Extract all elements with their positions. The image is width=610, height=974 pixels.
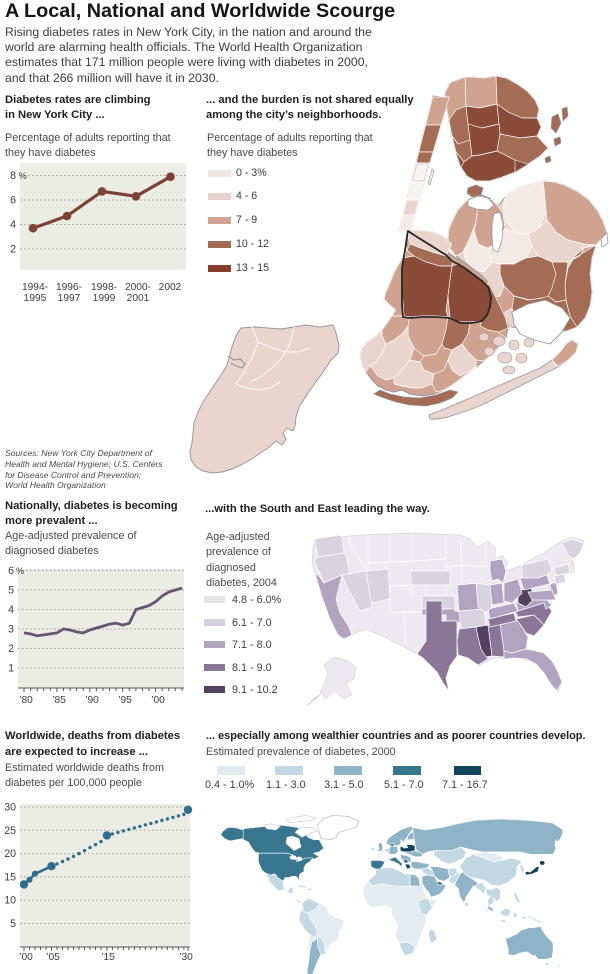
svg-text:20: 20 xyxy=(4,848,16,860)
svg-text:6: 6 xyxy=(8,565,14,577)
svg-text:5: 5 xyxy=(10,918,16,930)
svg-text:25: 25 xyxy=(4,825,16,837)
svg-text:1994-: 1994- xyxy=(22,282,48,293)
svg-text:4: 4 xyxy=(10,219,16,231)
svg-text:1996-: 1996- xyxy=(56,282,82,293)
svg-text:1997: 1997 xyxy=(58,293,81,304)
svg-text:’80: ’80 xyxy=(19,695,33,706)
svg-text:6: 6 xyxy=(10,195,16,207)
svg-text:1: 1 xyxy=(8,663,14,675)
svg-text:2: 2 xyxy=(8,643,14,655)
svg-text:2: 2 xyxy=(10,244,16,256)
svg-text:’30: ’30 xyxy=(179,952,193,963)
svg-text:2000-: 2000- xyxy=(125,282,151,293)
svg-text:15: 15 xyxy=(4,871,16,883)
svg-text:2001: 2001 xyxy=(127,293,150,304)
svg-text:’00: ’00 xyxy=(19,952,33,963)
svg-text:%: % xyxy=(16,566,24,576)
svg-text:’00: ’00 xyxy=(151,695,165,706)
svg-text:8: 8 xyxy=(10,170,16,182)
svg-text:%: % xyxy=(19,171,27,181)
svg-text:1995: 1995 xyxy=(24,293,47,304)
svg-text:1999: 1999 xyxy=(93,293,116,304)
svg-text:1998-: 1998- xyxy=(91,282,117,293)
svg-text:2002: 2002 xyxy=(159,282,182,293)
svg-text:’05: ’05 xyxy=(46,952,60,963)
svg-text:4: 4 xyxy=(8,604,14,616)
svg-text:10: 10 xyxy=(4,895,16,907)
svg-text:3: 3 xyxy=(8,624,14,636)
svg-text:’15: ’15 xyxy=(101,952,115,963)
svg-text:’85: ’85 xyxy=(52,695,66,706)
svg-text:30: 30 xyxy=(4,802,16,814)
svg-text:5: 5 xyxy=(8,585,14,597)
svg-text:’95: ’95 xyxy=(118,695,132,706)
svg-text:’90: ’90 xyxy=(85,695,99,706)
